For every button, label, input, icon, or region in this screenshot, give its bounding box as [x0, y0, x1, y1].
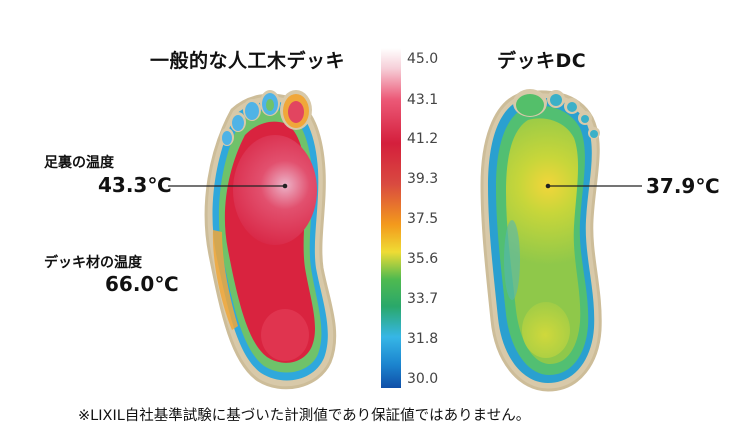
- scale-tick: 33.7: [407, 291, 439, 307]
- scale-tick: 30.0: [407, 371, 439, 387]
- footnote: ※LIXIL自社基準試験に基づいた計測値であり保証値ではありません。: [78, 408, 531, 424]
- scale-tick: 39.3: [407, 171, 439, 187]
- scale-tick: 45.0: [407, 51, 439, 67]
- scale-tick: 43.1: [407, 92, 439, 108]
- left-callout-leader: [168, 183, 288, 189]
- right-title: デッキDC: [497, 50, 587, 72]
- scale-tick: 37.5: [407, 211, 439, 227]
- scale-tick: 35.6: [407, 251, 439, 267]
- right-foot-toes: [513, 89, 600, 139]
- deck-temperature-value: 66.0℃: [105, 272, 179, 296]
- left-foot-thermogram: [204, 90, 337, 390]
- color-scale-bar: [381, 48, 401, 388]
- right-callout-leader: [545, 183, 642, 189]
- left-foot-toes: [220, 90, 312, 146]
- left-title: 一般的な人工木デッキ: [150, 50, 346, 72]
- scale-tick: 31.8: [407, 331, 439, 347]
- sole-temperature-label: 足裏の温度: [44, 155, 114, 171]
- dc-sole-temperature-value: 37.9℃: [646, 174, 720, 198]
- scale-tick: 41.2: [407, 131, 439, 147]
- right-foot-thermogram: [480, 89, 602, 392]
- sole-temperature-value: 43.3℃: [98, 173, 172, 197]
- deck-temperature-label: デッキ材の温度: [44, 255, 142, 271]
